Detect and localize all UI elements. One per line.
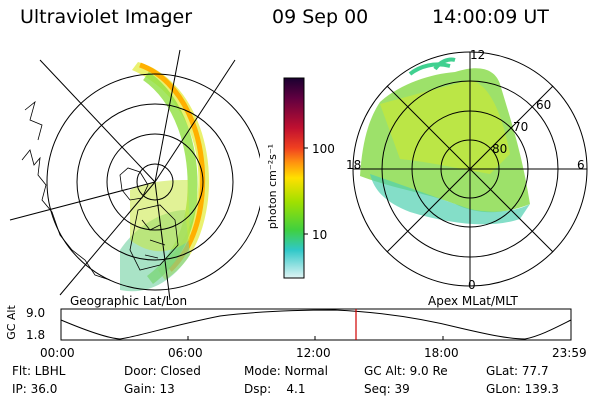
- mlat-label-80: 80: [492, 142, 508, 156]
- colorbar: [283, 77, 308, 279]
- altitude-axis-label: GC Alt: [4, 305, 18, 340]
- geographic-grid: [9, 49, 260, 300]
- mlat-label-60: 60: [536, 98, 552, 112]
- altitude-curve: [60, 309, 572, 340]
- mlt-label-12: 12: [470, 48, 486, 62]
- magnetic-grid: [352, 51, 588, 287]
- altitude-tick-high: 9.0: [26, 306, 46, 320]
- magnetic-polar-panel: [352, 51, 588, 287]
- mlt-label-0: 0: [468, 278, 476, 292]
- geographic-panel-label: Geographic Lat/Lon: [70, 294, 188, 308]
- magnetic-panel-label: Apex MLat/MLT: [428, 294, 518, 308]
- footer-dsp: Dsp: 4.1: [244, 382, 306, 396]
- colorbar-unit-label: photon cm⁻²s⁻¹: [266, 143, 280, 230]
- time-tick-2359: 23:59: [552, 346, 587, 360]
- footer-seq: Seq: 39: [364, 382, 410, 396]
- footer-ip: IP: 36.0: [12, 382, 58, 396]
- time-label: 14:00:09 UT: [432, 6, 549, 28]
- magnetic-aurora-emission: [360, 57, 530, 225]
- altitude-plot: [60, 308, 572, 341]
- footer-filter: Flt: LBHL: [12, 364, 66, 378]
- time-tick-0600: 06:00: [168, 346, 203, 360]
- footer-glat: GLat: 77.7: [486, 364, 549, 378]
- colorbar-gradient: [283, 77, 305, 279]
- date-label: 09 Sep 00: [272, 6, 369, 28]
- instrument-title: Ultraviolet Imager: [20, 6, 193, 28]
- time-tick-1200: 12:00: [296, 346, 331, 360]
- footer-gc-alt: GC Alt: 9.0 Re: [364, 364, 448, 378]
- footer-gain: Gain: 13: [124, 382, 175, 396]
- colorbar-tick-10: 10: [312, 228, 328, 242]
- time-tick-0000: 00:00: [40, 346, 75, 360]
- mlat-label-70: 70: [513, 120, 529, 134]
- colorbar-tick-100: 100: [312, 142, 335, 156]
- footer-glon: GLon: 139.3: [486, 382, 559, 396]
- footer-mode: Mode: Normal: [244, 364, 328, 378]
- coastline-outline: [21, 100, 179, 281]
- time-tick-1800: 18:00: [424, 346, 459, 360]
- mlt-label-6: 6: [577, 158, 585, 172]
- altitude-tick-low: 1.8: [26, 328, 46, 342]
- footer-door: Door: Closed: [124, 364, 201, 378]
- mlt-label-18: 18: [346, 158, 362, 172]
- geographic-map-panel: [9, 49, 260, 300]
- geographic-aurora-emission: [120, 62, 210, 292]
